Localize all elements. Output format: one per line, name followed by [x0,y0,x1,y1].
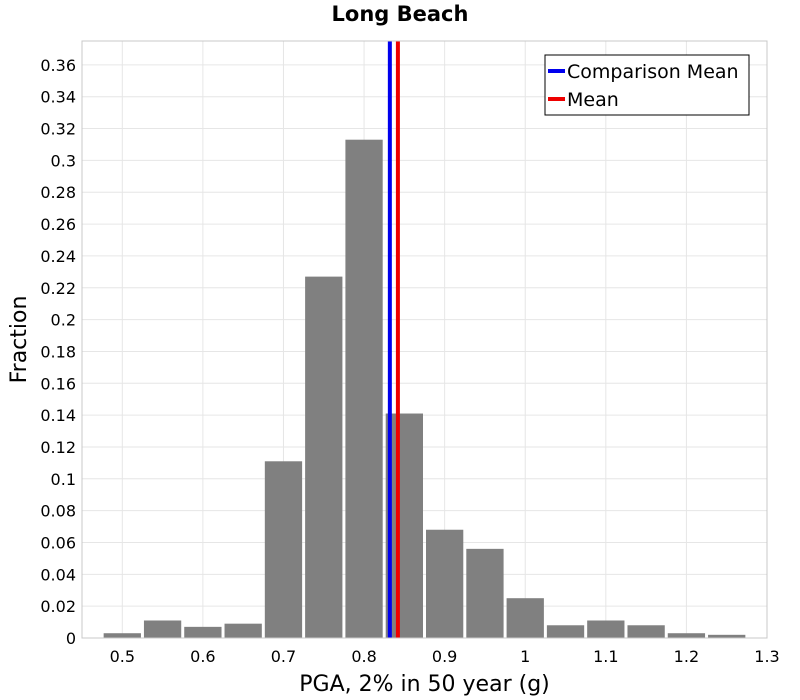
x-tick-label: 1.1 [593,647,618,666]
y-tick-label: 0.36 [40,56,76,75]
y-tick-label: 0.28 [40,183,76,202]
histogram-bar [264,461,303,638]
histogram-bar [587,620,625,638]
y-tick-label: 0.04 [40,565,76,584]
histogram-bar [345,139,383,639]
histogram-bar [627,625,665,638]
histogram-bar [708,634,746,638]
y-tick-label: 0.26 [40,215,76,234]
legend-label: Comparison Mean [567,61,739,83]
x-tick-label: 0.7 [271,647,296,666]
histogram-bar [103,633,141,638]
y-tick-label: 0.3 [51,151,76,170]
x-axis-label: PGA, 2% in 50 year (g) [299,672,550,697]
chart-title: Long Beach [331,2,469,26]
histogram-bar [184,626,222,638]
histogram-bar [546,625,585,638]
x-tick-label: 0.8 [351,647,376,666]
y-tick-label: 0.12 [40,438,76,457]
x-tick-label: 1.3 [754,647,779,666]
legend-box [544,54,750,116]
histogram-bar [224,623,262,638]
x-tick-label: 0.6 [190,647,215,666]
y-tick-label: 0.06 [40,533,76,552]
y-tick-label: 0.16 [40,374,76,393]
histogram-bar [305,276,343,638]
y-tick-label: 0 [66,629,76,648]
x-tick-label: 1.2 [674,647,699,666]
plot-border [81,40,768,639]
y-tick-label: 0.18 [40,342,76,361]
x-tick-label: 1 [520,647,530,666]
histogram-bar [466,548,504,638]
y-tick-label: 0.22 [40,279,76,298]
y-tick-label: 0.08 [40,502,76,521]
y-axis-label: Fraction [7,296,32,384]
y-tick-label: 0.14 [40,406,76,425]
histogram-bar [143,620,182,638]
y-tick-label: 0.32 [40,120,76,139]
y-tick-label: 0.24 [40,247,76,266]
histogram-bar [506,598,544,638]
histogram-bar [667,633,706,638]
y-tick-label: 0.1 [51,470,76,489]
histogram-bar [426,529,464,638]
y-tick-label: 0.02 [40,597,76,616]
histogram-bar [385,413,423,638]
y-tick-label: 0.2 [51,311,76,330]
plot-area [82,41,767,638]
y-tick-label: 0.34 [40,88,76,107]
x-tick-label: 0.5 [110,647,135,666]
x-tick-label: 0.9 [432,647,457,666]
legend-label: Mean [567,89,619,111]
